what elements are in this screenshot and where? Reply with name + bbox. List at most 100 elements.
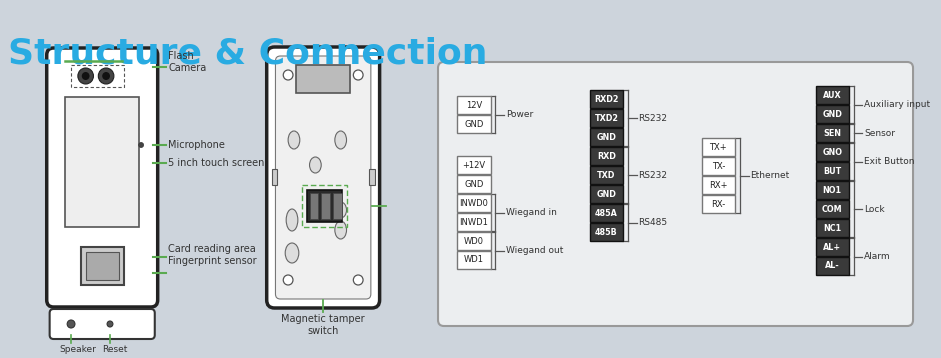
Text: AUX: AUX bbox=[823, 91, 841, 100]
Bar bbox=[65, 97, 139, 227]
Bar bbox=[816, 200, 849, 218]
Text: RXD2: RXD2 bbox=[594, 95, 618, 103]
Bar bbox=[307, 190, 342, 222]
Circle shape bbox=[103, 72, 110, 80]
Bar bbox=[321, 193, 330, 219]
FancyBboxPatch shape bbox=[266, 47, 379, 308]
Circle shape bbox=[82, 72, 89, 80]
Bar bbox=[369, 169, 375, 185]
Bar bbox=[457, 115, 490, 133]
Text: RS485: RS485 bbox=[639, 218, 668, 227]
Ellipse shape bbox=[285, 243, 299, 263]
Bar bbox=[72, 65, 123, 87]
Text: Power: Power bbox=[506, 110, 534, 119]
Text: Microphone: Microphone bbox=[168, 140, 225, 150]
Bar bbox=[702, 138, 735, 156]
Bar bbox=[816, 105, 849, 123]
Ellipse shape bbox=[288, 131, 300, 149]
Ellipse shape bbox=[335, 202, 346, 218]
Text: Structure & Connection: Structure & Connection bbox=[8, 36, 487, 70]
Ellipse shape bbox=[310, 157, 321, 173]
Bar bbox=[457, 175, 490, 193]
Text: Sensor: Sensor bbox=[865, 129, 895, 137]
Circle shape bbox=[107, 321, 113, 327]
Bar bbox=[86, 252, 119, 280]
Bar bbox=[816, 143, 849, 161]
Bar bbox=[457, 213, 490, 231]
Text: GND: GND bbox=[464, 179, 484, 189]
Bar bbox=[295, 65, 350, 93]
Ellipse shape bbox=[335, 131, 346, 149]
Text: Reset: Reset bbox=[103, 345, 128, 354]
Text: GND: GND bbox=[822, 110, 842, 118]
Text: GND: GND bbox=[597, 132, 616, 141]
Text: Speaker: Speaker bbox=[59, 345, 96, 354]
Text: BUT: BUT bbox=[823, 166, 841, 175]
Text: INWD1: INWD1 bbox=[459, 218, 488, 227]
Bar bbox=[457, 251, 490, 269]
Text: TXD2: TXD2 bbox=[595, 113, 618, 122]
Text: COM: COM bbox=[821, 204, 842, 213]
Text: Wiegand out: Wiegand out bbox=[506, 246, 564, 255]
Text: RS232: RS232 bbox=[639, 113, 667, 122]
Bar bbox=[590, 128, 623, 146]
Text: Wiegand in: Wiegand in bbox=[506, 208, 557, 217]
Bar bbox=[816, 162, 849, 180]
Circle shape bbox=[353, 275, 363, 285]
Text: NC1: NC1 bbox=[823, 223, 841, 232]
Text: Lock: Lock bbox=[865, 204, 885, 213]
Text: RS232: RS232 bbox=[639, 170, 667, 179]
Bar bbox=[590, 90, 623, 108]
Text: RXD: RXD bbox=[597, 151, 615, 160]
Text: Ethernet: Ethernet bbox=[751, 171, 789, 180]
Bar bbox=[457, 156, 490, 174]
Bar bbox=[310, 193, 318, 219]
Bar bbox=[816, 181, 849, 199]
Text: 485A: 485A bbox=[595, 208, 618, 218]
Bar bbox=[333, 193, 342, 219]
Text: RX+: RX+ bbox=[710, 180, 727, 189]
Text: AL-: AL- bbox=[825, 261, 839, 271]
Circle shape bbox=[138, 142, 144, 147]
Text: TX-: TX- bbox=[711, 161, 726, 170]
Bar bbox=[816, 238, 849, 256]
Text: AL+: AL+ bbox=[823, 242, 841, 252]
Bar bbox=[457, 232, 490, 250]
Bar bbox=[590, 166, 623, 184]
Text: WD0: WD0 bbox=[464, 237, 484, 246]
Text: GNO: GNO bbox=[822, 147, 842, 156]
Text: RX-: RX- bbox=[711, 199, 726, 208]
Circle shape bbox=[283, 70, 293, 80]
Text: SEN: SEN bbox=[823, 129, 841, 137]
Bar bbox=[590, 109, 623, 127]
Text: GND: GND bbox=[597, 189, 616, 198]
Bar bbox=[457, 96, 490, 114]
FancyBboxPatch shape bbox=[47, 48, 158, 307]
Text: WD1: WD1 bbox=[464, 256, 484, 265]
Bar bbox=[816, 86, 849, 104]
Text: TX+: TX+ bbox=[710, 142, 727, 151]
Text: Alarm: Alarm bbox=[865, 252, 891, 261]
Bar bbox=[272, 169, 278, 185]
Circle shape bbox=[67, 320, 75, 328]
Text: GND: GND bbox=[464, 120, 484, 129]
Bar bbox=[702, 157, 735, 175]
Text: NO1: NO1 bbox=[822, 185, 842, 194]
Text: Exit Button: Exit Button bbox=[865, 157, 915, 166]
Ellipse shape bbox=[335, 221, 346, 239]
Circle shape bbox=[353, 70, 363, 80]
Bar bbox=[702, 176, 735, 194]
Text: INWD0: INWD0 bbox=[459, 198, 488, 208]
Text: Magnetic tamper
switch: Magnetic tamper switch bbox=[281, 314, 365, 337]
Text: 12V: 12V bbox=[466, 101, 482, 110]
Bar bbox=[590, 223, 623, 241]
Ellipse shape bbox=[286, 209, 298, 231]
Bar bbox=[702, 195, 735, 213]
Text: 5 inch touch screen: 5 inch touch screen bbox=[168, 158, 264, 168]
Circle shape bbox=[98, 68, 114, 84]
Text: Flash
Camera: Flash Camera bbox=[168, 51, 207, 73]
FancyBboxPatch shape bbox=[50, 309, 154, 339]
Text: +12V: +12V bbox=[462, 160, 486, 169]
Bar bbox=[590, 204, 623, 222]
Bar bbox=[816, 219, 849, 237]
